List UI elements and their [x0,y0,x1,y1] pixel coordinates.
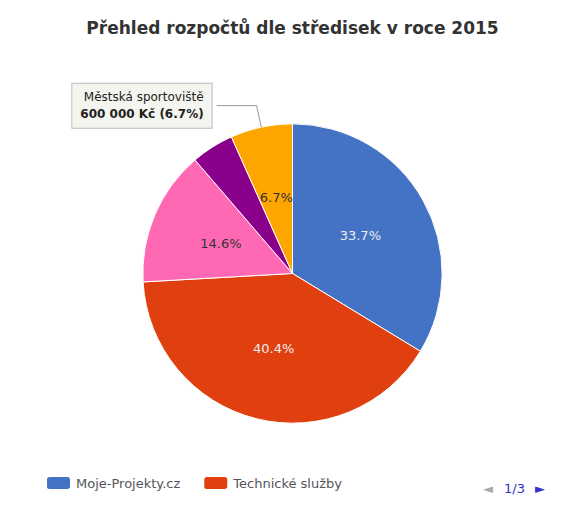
svg-text:◄: ◄ [483,481,493,496]
svg-text:6.7%: 6.7% [260,190,293,205]
svg-text:►: ► [535,481,545,496]
svg-text:33.7%: 33.7% [340,228,381,243]
svg-text:1/3: 1/3 [504,481,525,496]
svg-text:Přehled rozpočtů dle středisek: Přehled rozpočtů dle středisek v roce 20… [86,17,498,38]
svg-text:Technické služby: Technické služby [232,476,342,491]
svg-text:14.6%: 14.6% [200,236,241,251]
svg-text:Moje-Projekty.cz: Moje-Projekty.cz [76,476,180,491]
svg-text:Městská sportoviště: Městská sportoviště [84,90,204,104]
svg-text:40.4%: 40.4% [253,341,294,356]
svg-text:600 000 Kč (6.7%): 600 000 Kč (6.7%) [80,107,203,121]
